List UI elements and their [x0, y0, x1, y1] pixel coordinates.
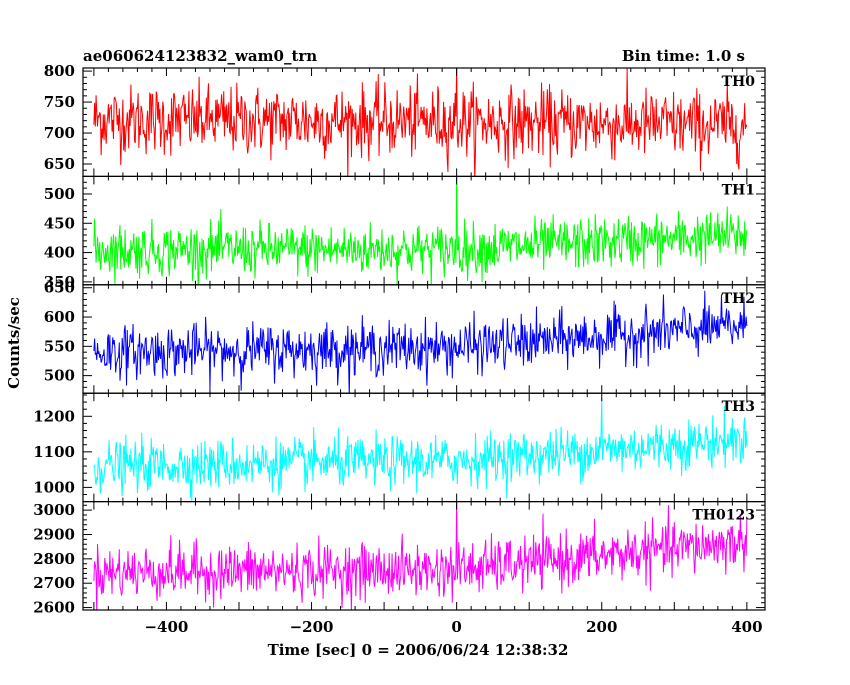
panel-frame [82, 175, 766, 286]
x-axis: −400 −200 0 200 400 [144, 618, 762, 636]
y-tick-label: 800 [44, 62, 75, 80]
bin-time-label: Bin time: 1.0 s [622, 47, 745, 65]
y-tick-label: 450 [44, 214, 75, 232]
y-tick-label: 1100 [33, 443, 75, 461]
panel-th0: 650 700 750 800 TH0 [44, 62, 766, 178]
y-tick-label: 2700 [33, 574, 75, 592]
panel-th3: 1000 1100 1200 TH3 [33, 392, 766, 503]
y-tick-label: 2600 [33, 599, 75, 617]
series-line-th2 [93, 290, 748, 394]
y-tick-label: 400 [44, 244, 75, 262]
series-line-th0 [93, 68, 748, 177]
y-tick-label: 500 [44, 185, 75, 203]
y-tick-label: 1000 [33, 478, 75, 496]
y-tick-label: 350 [44, 273, 75, 291]
y-tick-label: 650 [44, 279, 75, 297]
y-axis-label: Counts/sec [5, 297, 23, 389]
y-tick-label: 550 [44, 337, 75, 355]
y-tick-label: 2800 [33, 550, 75, 568]
panel-label-th0123: TH0123 [692, 508, 755, 524]
y-tick-label: 750 [44, 93, 75, 111]
y-tick-label: 3000 [33, 501, 75, 519]
panel-frame [82, 392, 766, 503]
panel-th1: 350 400 450 500 TH1 [44, 175, 766, 291]
panels-group: 650 700 750 800 TH0 350 400 450 500 TH1 500 550 600 6… [33, 62, 766, 617]
panel-label-th1: TH1 [722, 182, 755, 198]
panel-label-th2: TH2 [722, 291, 755, 307]
panel-label-th3: TH3 [722, 399, 755, 415]
x-tick-label: −400 [144, 618, 188, 636]
x-tick-label: 400 [731, 618, 762, 636]
chart-title: ae060624123832_wam0_trn [83, 47, 317, 65]
x-axis-label: Time [sec] 0 = 2006/06/24 12:38:32 [268, 641, 569, 659]
panel-th2: 500 550 600 650 TH2 [44, 279, 766, 394]
y-tick-label: 2900 [33, 525, 75, 543]
y-tick-label: 600 [44, 308, 75, 326]
x-tick-label: −200 [290, 618, 334, 636]
series-line-th1 [93, 176, 748, 285]
x-tick-label: 200 [586, 618, 617, 636]
panel-th0123: 2600 2700 2800 2900 3000 TH0123 [33, 501, 766, 617]
x-tick-label: 0 [451, 618, 461, 636]
panel-frame [82, 501, 766, 611]
y-tick-label: 500 [44, 367, 75, 385]
y-tick-label: 700 [44, 124, 75, 142]
panel-frame [82, 67, 766, 178]
y-tick-label: 650 [44, 155, 75, 173]
series-line-th0123 [93, 501, 748, 611]
y-tick-label: 1200 [33, 407, 75, 425]
panel-frame [82, 284, 766, 394]
panel-label-th0: TH0 [722, 74, 756, 90]
series-line-th3 [93, 398, 748, 502]
